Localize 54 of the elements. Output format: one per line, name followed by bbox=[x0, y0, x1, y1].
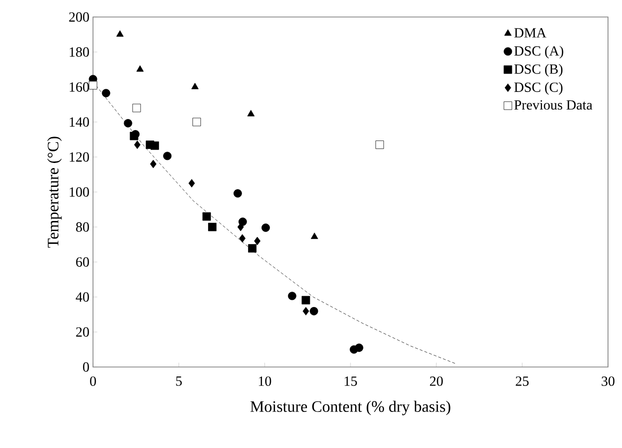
point bbox=[188, 179, 195, 188]
x-tick-label: 25 bbox=[516, 376, 529, 386]
y-tick-label: 120 bbox=[70, 152, 89, 162]
point bbox=[102, 88, 110, 98]
point bbox=[310, 232, 318, 239]
legend-label: DSC (B) bbox=[514, 64, 562, 77]
legend-label: DMA bbox=[514, 28, 546, 38]
y-tick-label: 200 bbox=[69, 12, 89, 22]
legend-label: DSC (C) bbox=[514, 82, 562, 95]
point bbox=[262, 224, 270, 232]
y-tick-label: 40 bbox=[76, 292, 89, 302]
point bbox=[132, 104, 141, 112]
point bbox=[302, 306, 310, 316]
point bbox=[234, 189, 242, 198]
point bbox=[376, 140, 384, 149]
point bbox=[288, 292, 296, 300]
point bbox=[247, 110, 255, 116]
point bbox=[116, 30, 124, 37]
point bbox=[124, 119, 132, 128]
point bbox=[254, 236, 260, 246]
point bbox=[248, 244, 256, 253]
point bbox=[134, 140, 140, 149]
x-tick-label: 30 bbox=[602, 376, 614, 386]
y-axis-title: Temperature (°C) bbox=[47, 136, 62, 248]
point bbox=[302, 296, 310, 304]
point bbox=[88, 81, 98, 90]
point bbox=[150, 141, 159, 150]
point bbox=[310, 306, 318, 316]
y-tick-label: 100 bbox=[70, 187, 89, 197]
x-tick-label: 5 bbox=[176, 376, 182, 386]
point bbox=[150, 160, 156, 168]
x-tick-label: 10 bbox=[258, 376, 272, 386]
x-tick-label: 20 bbox=[430, 376, 443, 386]
y-tick-label: 20 bbox=[76, 327, 89, 337]
legend-label: DSC (A) bbox=[514, 46, 564, 59]
point bbox=[192, 118, 201, 126]
y-tick-label: 140 bbox=[70, 117, 89, 127]
point bbox=[163, 152, 172, 160]
point bbox=[238, 218, 247, 226]
y-tick-label: 80 bbox=[76, 222, 89, 232]
point bbox=[136, 65, 144, 72]
y-tick-label: 0 bbox=[83, 362, 89, 372]
legend-label: Previous Data bbox=[514, 100, 592, 110]
point bbox=[239, 234, 246, 243]
point bbox=[208, 222, 216, 232]
y-tick-label: 160 bbox=[70, 82, 89, 92]
point bbox=[354, 344, 364, 352]
x-axis-title: Moisture Content (% dry basis) bbox=[250, 400, 450, 416]
point bbox=[202, 212, 211, 221]
x-tick-label: 0 bbox=[90, 376, 96, 386]
y-tick-label: 180 bbox=[70, 47, 89, 57]
x-tick-label: 15 bbox=[344, 376, 357, 386]
point bbox=[191, 82, 199, 90]
y-tick-label: 60 bbox=[76, 257, 89, 267]
